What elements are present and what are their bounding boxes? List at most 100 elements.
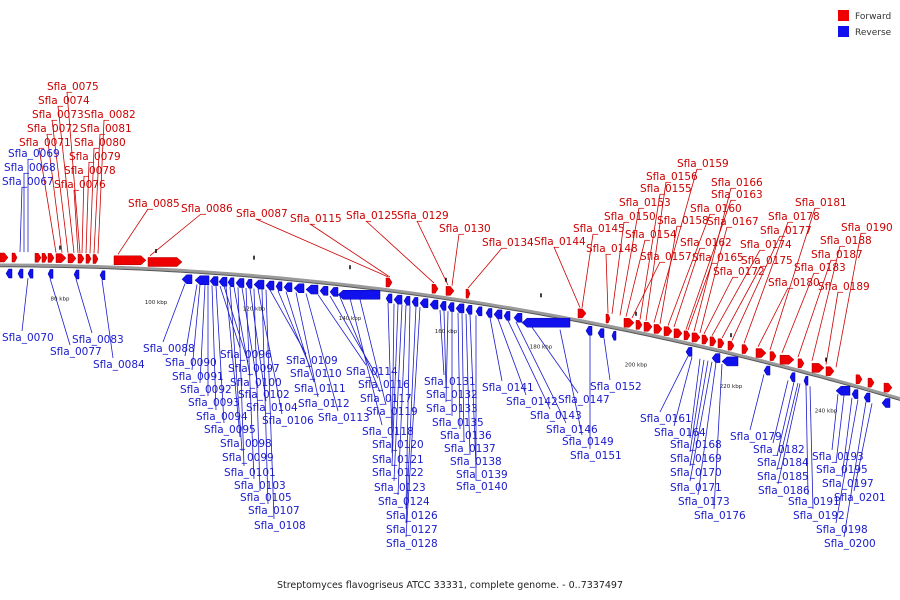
reverse-label-45: Sfla_0135 bbox=[432, 417, 484, 429]
tick-label-6: 200 kbp bbox=[625, 363, 648, 369]
reverse-gene-19 bbox=[319, 286, 329, 296]
reverse-label-leader-30 bbox=[329, 295, 379, 379]
forward-label-leader-36 bbox=[703, 276, 734, 334]
forward-label-leader-1 bbox=[57, 105, 75, 253]
forward-gene-34 bbox=[797, 358, 805, 369]
reverse-label-leader-9 bbox=[211, 285, 217, 411]
reverse-gene-26 bbox=[419, 298, 429, 308]
forward-label-38: Sfla_0175 bbox=[741, 255, 793, 267]
reverse-gene-39 bbox=[597, 328, 605, 338]
reverse-gene-18 bbox=[305, 284, 319, 295]
reverse-gene-47 bbox=[835, 386, 851, 396]
reverse-label-53: Sfla_0143 bbox=[530, 410, 582, 422]
reverse-label-leader-39 bbox=[405, 305, 411, 510]
reverse-gene-34 bbox=[493, 309, 503, 320]
forward-label-leader-6 bbox=[38, 147, 57, 253]
reverse-label-leader-7 bbox=[199, 284, 206, 384]
forward-label-2: Sfla_0073 bbox=[32, 109, 84, 121]
reverse-gene-29 bbox=[447, 302, 455, 312]
reverse-gene-35 bbox=[503, 311, 511, 321]
reverse-label-leader-76 bbox=[841, 397, 853, 478]
forward-label-leader-29 bbox=[659, 225, 678, 324]
forward-label-18: Sfla_0134 bbox=[482, 237, 534, 249]
forward-label-25: Sfla_0157 bbox=[640, 251, 692, 263]
reverse-label-leader-23 bbox=[265, 289, 275, 520]
forward-label-37: Sfla_0174 bbox=[740, 239, 792, 251]
forward-label-leader-20 bbox=[581, 233, 594, 308]
forward-gene-15 bbox=[465, 288, 471, 299]
forward-label-leader-7 bbox=[89, 147, 95, 254]
reverse-gene-33 bbox=[485, 308, 493, 318]
reverse-label-23: Sfla_0108 bbox=[254, 520, 306, 532]
reverse-label-75: Sfla_0195 bbox=[816, 464, 868, 476]
tick-label-2: 120 kbp bbox=[243, 307, 266, 313]
reverse-label-51: Sfla_0141 bbox=[482, 382, 534, 394]
forward-label-leader-8 bbox=[85, 161, 90, 254]
reverse-label-leader-60 bbox=[673, 356, 693, 427]
forward-gene-19 bbox=[635, 320, 643, 330]
forward-label-11: Sfla_0085 bbox=[128, 198, 180, 210]
reverse-label-10: Sfla_0095 bbox=[204, 424, 256, 436]
reverse-label-leader-27 bbox=[295, 292, 319, 398]
forward-gene-20 bbox=[643, 322, 653, 332]
reverse-label-leader-59 bbox=[659, 355, 689, 413]
reverse-label-leader-44 bbox=[445, 311, 449, 403]
forward-label-leader-17 bbox=[451, 233, 460, 286]
forward-label-14: Sfla_0115 bbox=[290, 213, 342, 225]
forward-gene-13 bbox=[431, 283, 439, 294]
forward-label-leader-15 bbox=[365, 220, 435, 284]
forward-label-45: Sfla_0188 bbox=[820, 235, 872, 247]
reverse-label-28: Sfla_0113 bbox=[318, 412, 370, 424]
forward-label-46: Sfla_0189 bbox=[818, 281, 870, 293]
reverse-label-leader-74 bbox=[831, 393, 839, 451]
forward-gene-14 bbox=[445, 286, 455, 296]
reverse-label-leader-52 bbox=[497, 318, 527, 396]
forward-label-47: Sfla_0190 bbox=[841, 222, 893, 234]
forward-label-leader-18 bbox=[467, 247, 503, 289]
reverse-label-leader-51 bbox=[489, 317, 503, 382]
genome-backbone bbox=[0, 263, 900, 401]
forward-label-leader-19 bbox=[553, 246, 581, 308]
forward-label-leader-26 bbox=[639, 193, 661, 320]
forward-label-leader-33 bbox=[687, 262, 713, 331]
reverse-label-61: Sfla_0168 bbox=[670, 439, 722, 451]
forward-gene-12 bbox=[385, 277, 393, 288]
forward-gene-6 bbox=[67, 253, 77, 264]
forward-label-5: Sfla_0081 bbox=[80, 123, 132, 135]
reverse-label-19: Sfla_0104 bbox=[246, 402, 298, 414]
reverse-gene-10 bbox=[227, 277, 235, 288]
forward-gene-38 bbox=[867, 377, 875, 388]
forward-label-leader-39 bbox=[731, 235, 781, 341]
forward-gene-36 bbox=[825, 366, 835, 376]
gene-labels: Sfla_0075 Sfla_0074 Sfla_0073 Sfla_0082 Sfla… bbox=[2, 81, 893, 550]
forward-gene-25 bbox=[691, 332, 701, 343]
reverse-label-76: Sfla_0197 bbox=[822, 478, 874, 490]
reverse-label-leader-11 bbox=[219, 285, 241, 349]
forward-label-leader-44 bbox=[797, 259, 832, 358]
reverse-label-leader-38 bbox=[397, 305, 407, 496]
reverse-gene-7 bbox=[194, 275, 210, 285]
reverse-label-8: Sfla_0093 bbox=[188, 397, 240, 409]
reverse-label-leader-42 bbox=[439, 309, 445, 376]
reverse-label-43: Sfla_0132 bbox=[426, 389, 478, 401]
reverse-gene-46 bbox=[803, 375, 809, 386]
reverse-label-top-2: Sfla_0067 bbox=[2, 176, 54, 188]
forward-label-leader-13 bbox=[255, 218, 389, 278]
forward-label-1: Sfla_0074 bbox=[38, 95, 90, 107]
forward-gene-33 bbox=[779, 354, 795, 365]
reverse-label-32: Sfla_0118 bbox=[362, 426, 414, 438]
forward-gene-4 bbox=[47, 253, 55, 263]
reverse-gene-12 bbox=[245, 278, 253, 289]
forward-label-43: Sfla_0183 bbox=[794, 262, 846, 274]
reverse-label-leader-73 bbox=[809, 386, 814, 510]
reverse-label-leader-0 bbox=[21, 278, 29, 332]
forward-label-36: Sfla_0172 bbox=[713, 266, 765, 278]
reverse-label-59: Sfla_0161 bbox=[640, 413, 692, 425]
reverse-label-leader-34 bbox=[387, 302, 393, 439]
reverse-label-leader-37 bbox=[393, 304, 403, 482]
reverse-gene-48 bbox=[851, 389, 859, 399]
forward-gene-35 bbox=[811, 363, 825, 373]
reverse-gene-17 bbox=[293, 283, 305, 294]
reverse-label-69: Sfla_0184 bbox=[757, 457, 809, 469]
forward-label-leader-14 bbox=[309, 223, 391, 278]
